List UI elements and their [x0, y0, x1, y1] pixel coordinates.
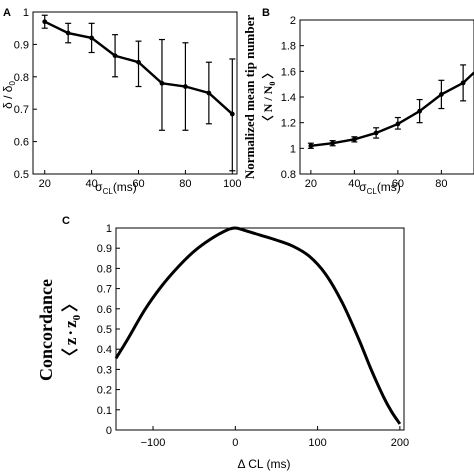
panel-a-x-tick-label: 40: [85, 178, 97, 190]
panel-c-x-tick-label: 200: [391, 437, 409, 449]
panel-c-x-tick-label: 0: [232, 437, 238, 449]
panel-c-x-tick-label: −100: [141, 437, 166, 449]
panel-b-x-tick-label: 80: [435, 178, 447, 190]
panel-c-x-tick-label: 100: [308, 437, 326, 449]
panel-a-data-point: [65, 30, 71, 36]
panel-c-y-tick-label: 0.1: [97, 405, 112, 417]
panel-b-x-tick-label: 20: [305, 178, 317, 190]
panel-a-data-point: [183, 84, 188, 89]
panel-a-data-point: [42, 19, 48, 25]
panel-c-y-tick-label: 0.4: [97, 344, 112, 356]
panel-a-x-ticks: 20 40 60 80 100: [39, 170, 241, 190]
panel-a-y-axis-label: δ / δ0: [1, 81, 17, 109]
panel-c: C 0 0.1 0.2 0.3 0.4 0.5 0.6 0.7 0.8 0.9 1 −100 0 100…: [36, 215, 409, 471]
panel-c-axes-frame: [115, 227, 405, 431]
panel-b-series-line: [310, 71, 474, 147]
panel-b-data-point: [330, 140, 336, 146]
panel-c-x-ticks: −100 0 100 200: [141, 426, 409, 449]
panel-b-data-point: [395, 121, 401, 127]
panel-b-data-point: [438, 92, 444, 97]
panel-c-y-tick-label: 1: [106, 223, 112, 235]
panel-c-y-axis-label: Concordance: [36, 279, 56, 381]
panel-a-x-axis-label: σCL(ms): [95, 180, 137, 196]
panel-c-series-line: [114, 226, 402, 425]
panel-b-error-bars: [307, 64, 467, 149]
panel-b-x-axis-label: σCL(ms): [359, 180, 401, 196]
panel-a-y-ticks: 0.5 0.6 0.7 0.8 0.9 1: [14, 7, 37, 181]
panel-a-data-point: [112, 53, 118, 59]
panel-b-y-tick-label: 0.8: [281, 169, 296, 181]
panel-b-y-tick-label: 1.4: [281, 92, 296, 104]
panel-b-y-tick-label: 1.6: [281, 66, 296, 78]
panel-b-points: [308, 80, 466, 149]
panel-letter-a: A: [3, 7, 11, 19]
panel-b-y-tick-label: 1: [290, 143, 296, 155]
panel-a-data-point: [136, 59, 141, 65]
panel-c-y-tick-label: 0.6: [97, 304, 112, 316]
panel-a-points: [42, 19, 235, 117]
panel-b-x-tick-label: 40: [348, 178, 360, 190]
panel-c-y-tick-label: 0.7: [97, 284, 112, 296]
panel-c-y-ticks: 0 0.1 0.2 0.3 0.4 0.5 0.6 0.7 0.8 0.9 1: [97, 223, 120, 437]
panel-a-x-tick-label: 100: [223, 178, 241, 190]
panel-b-y-tick-label: 2: [290, 15, 296, 27]
panel-b: B 0.8 1 1.2 1.4 1.6 1.8 2 20 40 60 80 σCL(ms) Nor…: [242, 7, 474, 196]
panel-b-data-point: [373, 130, 379, 136]
panel-b-y-tick-label: 1.8: [281, 41, 296, 53]
panel-a-axes-frame: [32, 11, 238, 175]
panel-a-y-tick-label: 0.5: [14, 169, 29, 181]
panel-c-y-tick-label: 0.9: [97, 243, 112, 255]
panel-c-x-axis-label: Δ CL (ms): [238, 457, 291, 471]
panel-a-y-tick-label: 1: [23, 7, 29, 19]
panel-c-y-tick-label: 0.3: [97, 364, 112, 376]
panel-b-y-axis-label: Normalized mean tip number: [242, 15, 257, 180]
panel-a-data-point: [89, 35, 95, 41]
panel-a-y-tick-label: 0.6: [14, 137, 29, 149]
panel-a: A 0.5 0.6 0.7 0.8 0.9 1 20 40 60 80 100 σCL(ms) δ…: [1, 7, 241, 196]
panel-b-data-point: [417, 108, 423, 114]
panel-b-data-point: [308, 143, 314, 149]
panel-a-x-tick-label: 60: [132, 178, 144, 190]
panel-c-y-axis-label-formula: 〈z·z0〉: [60, 295, 83, 365]
panel-b-y-tick-label: 1.2: [281, 118, 296, 130]
panel-c-y-tick-label: 0: [106, 425, 112, 437]
panel-a-y-tick-label: 0.8: [14, 72, 29, 84]
panel-a-data-point: [159, 80, 165, 86]
panel-b-x-tick-label: 60: [392, 178, 404, 190]
panel-letter-c: C: [62, 215, 70, 227]
panel-a-x-tick-label: 80: [179, 178, 191, 190]
panel-a-y-tick-label: 0.9: [14, 39, 29, 51]
panel-c-y-tick-label: 0.5: [97, 324, 112, 336]
panel-c-y-tick-label: 0.2: [97, 385, 112, 397]
panel-b-y-ticks: 0.8 1 1.2 1.4 1.6 1.8 2: [281, 15, 304, 181]
panel-b-y-axis-label-formula: 〈 N / N0 〉: [260, 67, 277, 128]
panel-a-x-tick-label: 20: [39, 178, 51, 190]
panel-letter-b: B: [262, 7, 270, 19]
panel-b-data-point: [351, 136, 357, 142]
panel-a-data-point: [229, 111, 235, 117]
panel-a-data-point: [206, 90, 212, 96]
panel-b-x-ticks: 20 40 60 80: [305, 170, 448, 190]
panel-c-y-tick-label: 0.8: [97, 263, 112, 275]
panel-a-y-tick-label: 0.7: [14, 104, 29, 116]
panel-b-data-point: [460, 80, 466, 86]
panel-b-axes-frame: [299, 19, 474, 175]
